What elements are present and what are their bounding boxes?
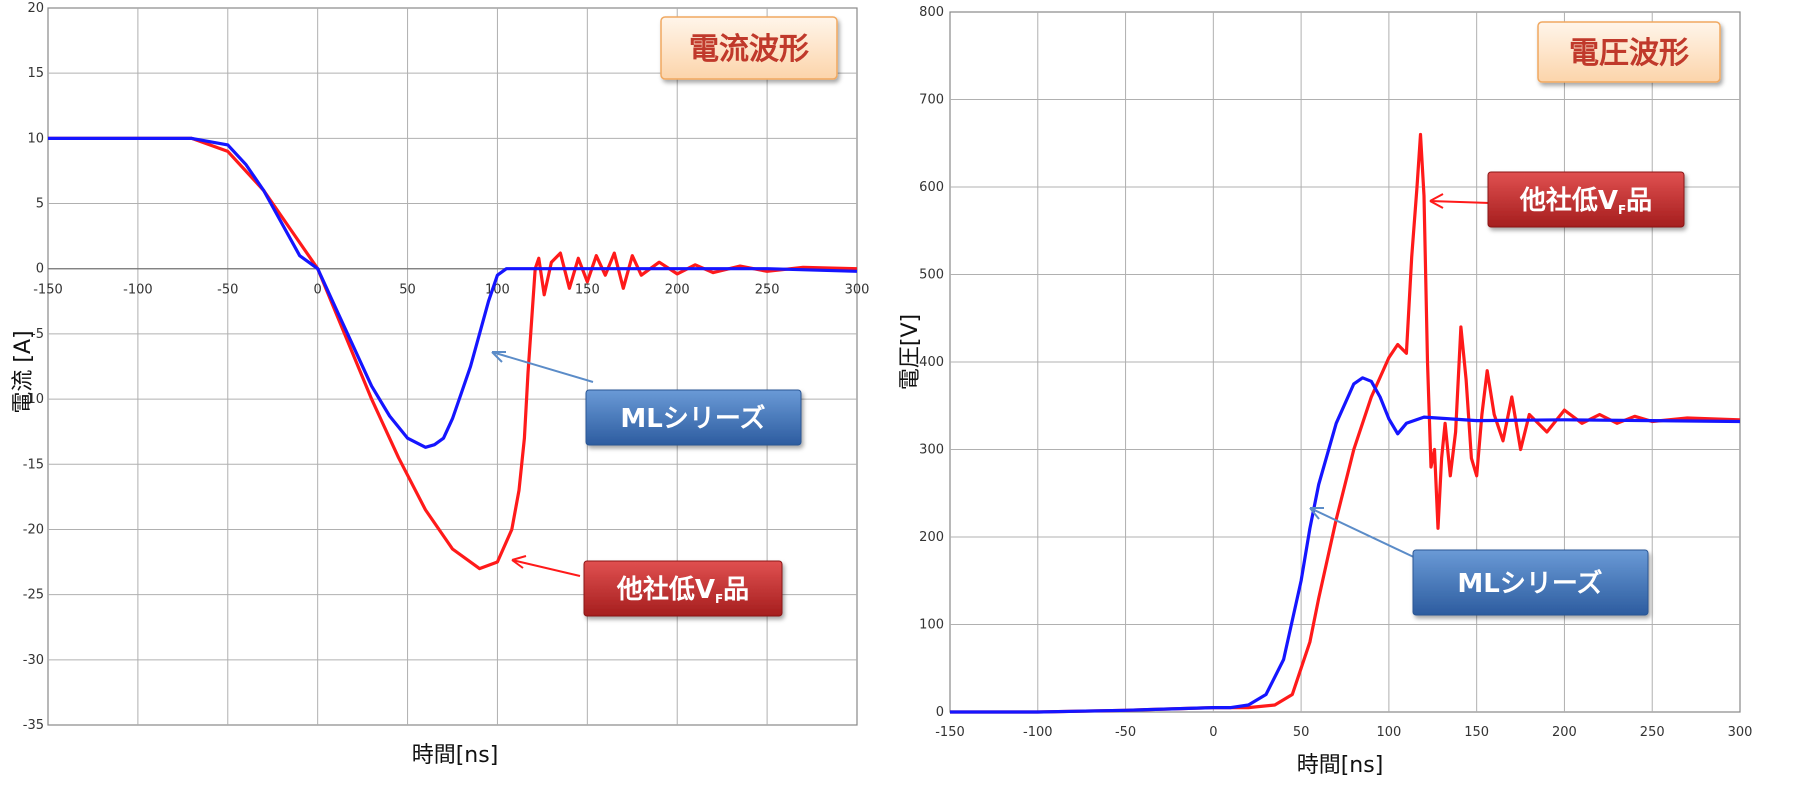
current-y-tick-label: -15 <box>23 457 44 472</box>
voltage-chart-title: 電圧波形 <box>1569 36 1689 71</box>
current-y-tick-label: 5 <box>36 197 44 212</box>
voltage-y-tick-label: 0 <box>936 705 944 720</box>
current-y-tick-label: -5 <box>31 327 44 342</box>
current-plot-area <box>47 7 858 726</box>
current-competitor-arrow <box>511 559 581 577</box>
current-competitor-arrowhead <box>511 555 527 569</box>
voltage-ml-arrowhead <box>1309 507 1324 520</box>
voltage-ml-arrow <box>1309 507 1421 561</box>
current-x-tick-label: 100 <box>485 283 510 298</box>
current-y-tick-label: -20 <box>23 522 44 537</box>
voltage-competitor-arrow <box>1429 200 1491 204</box>
current-x-tick-label: 150 <box>575 283 600 298</box>
current-competitor-callout-label: 他社低VF品 <box>616 574 749 606</box>
current-x-tick-label: 250 <box>755 283 780 298</box>
voltage-y-tick-label: 700 <box>919 93 944 108</box>
voltage-chart: 800 700 600 500 400 300 200 100 0 -150 -100 -50 0 50… <box>898 5 1752 778</box>
current-x-tick-label: 50 <box>399 283 416 298</box>
current-series <box>48 136 858 571</box>
voltage-title-box <box>1537 21 1721 83</box>
current-y-tick-label: -35 <box>23 718 44 733</box>
current-x-tick-label: -50 <box>217 283 238 298</box>
current-competitor-callout <box>583 560 783 617</box>
voltage-competitor-arrowhead <box>1429 193 1444 209</box>
current-y-tick-label: -25 <box>23 588 44 603</box>
voltage-x-tick-label: -150 <box>935 725 965 740</box>
voltage-series-line-ml <box>950 376 1741 714</box>
voltage-x-tick-label: 0 <box>1209 725 1217 740</box>
voltage-x-ticks: -150 -100 -50 0 50 100 150 200 250 300 <box>935 725 1752 740</box>
current-x-tick-label: 200 <box>665 283 690 298</box>
current-ml-callout-label: MLシリーズ <box>620 403 765 434</box>
voltage-competitor-callout <box>1487 171 1685 228</box>
current-x-tick-label: -150 <box>33 283 63 298</box>
voltage-y-tick-label: 200 <box>919 530 944 545</box>
voltage-series-line-competitor <box>950 132 1741 714</box>
current-ml-callout <box>585 389 802 446</box>
voltage-y-tick-label: 800 <box>919 5 944 20</box>
voltage-competitor-callout-label: 他社低VF品 <box>1519 185 1652 217</box>
voltage-y-tick-label: 300 <box>919 443 944 458</box>
current-title-box <box>660 16 838 80</box>
current-ml-arrowhead <box>491 351 506 363</box>
voltage-x-tick-label: 50 <box>1293 725 1310 740</box>
voltage-y-tick-label: 100 <box>919 618 944 633</box>
current-x-tick-label: 0 <box>314 283 322 298</box>
current-series-line-ml <box>48 136 858 449</box>
voltage-y-ticks: 800 700 600 500 400 300 200 100 0 <box>919 5 944 720</box>
voltage-x-tick-label: -50 <box>1115 725 1136 740</box>
current-y-tick-label: 15 <box>27 66 44 81</box>
voltage-series <box>950 132 1741 714</box>
voltage-x-tick-label: 150 <box>1464 725 1489 740</box>
voltage-ml-callout-label: MLシリーズ <box>1457 568 1602 599</box>
voltage-x-tick-label: 300 <box>1728 725 1753 740</box>
current-ml-arrow <box>491 351 594 383</box>
voltage-ml-callout <box>1412 549 1649 616</box>
voltage-x-tick-label: -100 <box>1023 725 1053 740</box>
current-y-tick-label: -10 <box>23 392 44 407</box>
current-y-axis-label: 電流 [A] <box>11 330 36 413</box>
current-x-tick-label: 300 <box>845 283 870 298</box>
voltage-x-tick-label: 200 <box>1552 725 1577 740</box>
voltage-x-axis-label: 時間[ns] <box>1297 753 1384 778</box>
current-y-tick-label: 20 <box>27 1 44 16</box>
voltage-y-tick-label: 400 <box>919 355 944 370</box>
current-chart-title: 電流波形 <box>689 32 809 67</box>
current-series-line-competitor <box>48 136 858 571</box>
current-x-ticks: -150 -100 -50 0 50 100 150 200 250 300 <box>33 283 869 298</box>
current-y-tick-label: -30 <box>23 653 44 668</box>
voltage-y-tick-label: 500 <box>919 268 944 283</box>
voltage-y-axis-label: 電圧[V] <box>898 314 923 390</box>
current-y-tick-label: 10 <box>27 131 44 146</box>
current-x-axis-label: 時間[ns] <box>412 743 499 768</box>
current-y-ticks: 20 15 10 5 0 -5 -10 -15 -20 -25 -30 -35 <box>23 1 44 733</box>
voltage-y-tick-label: 600 <box>919 180 944 195</box>
voltage-x-tick-label: 100 <box>1376 725 1401 740</box>
voltage-x-tick-label: 250 <box>1640 725 1665 740</box>
current-y-tick-label: 0 <box>36 262 44 277</box>
current-x-tick-label: -100 <box>123 283 153 298</box>
